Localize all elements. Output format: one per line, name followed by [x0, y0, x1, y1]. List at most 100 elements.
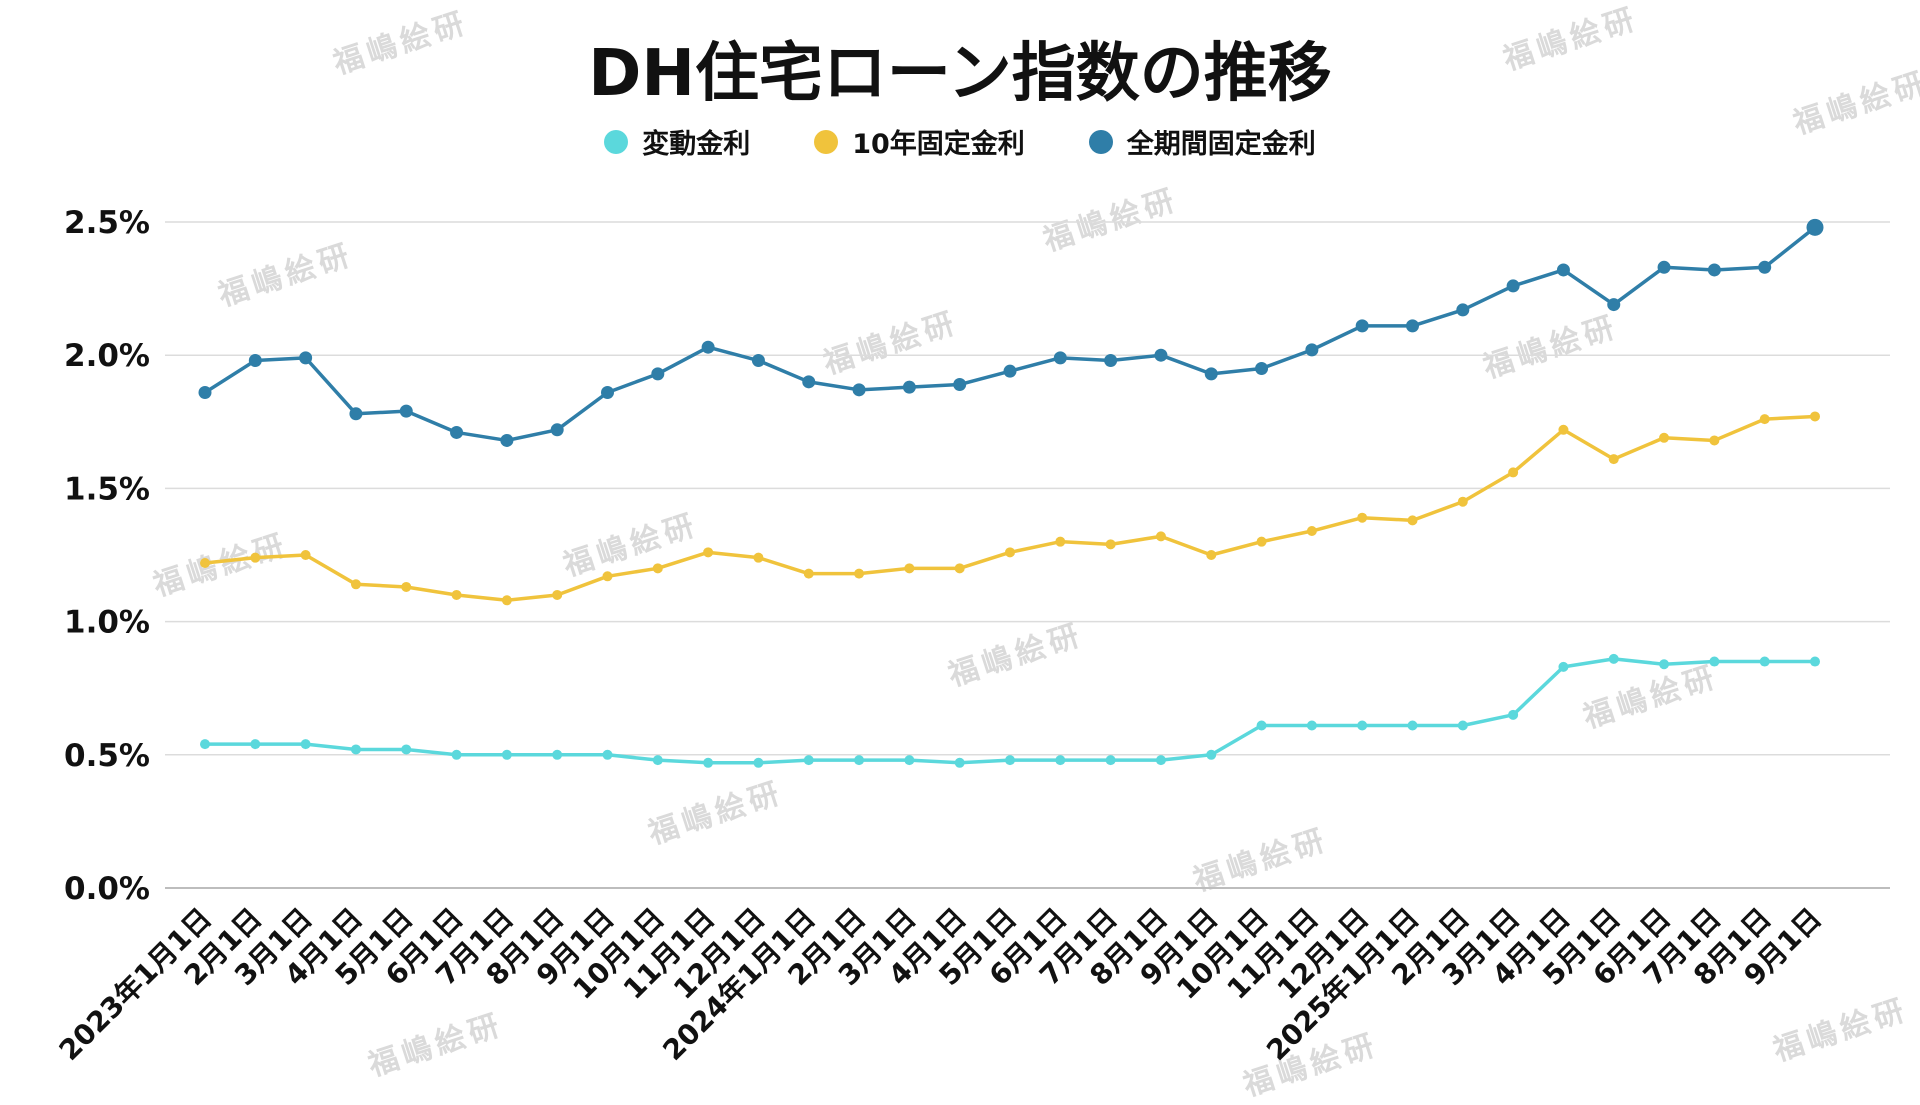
data-point	[198, 385, 212, 399]
data-point	[1758, 260, 1772, 274]
data-point	[753, 757, 764, 768]
data-point	[1659, 432, 1670, 443]
legend-label-full-term-fixed-rate: 全期間固定金利	[1126, 129, 1316, 160]
data-point	[652, 755, 663, 766]
legend-label-variable-rate: 変動金利	[642, 129, 751, 160]
data-point	[1506, 279, 1520, 293]
data-point	[854, 755, 865, 766]
data-point	[401, 581, 412, 592]
data-point	[250, 739, 261, 750]
data-point	[350, 744, 361, 755]
data-point	[1306, 526, 1317, 537]
data-point	[1407, 720, 1418, 731]
data-point	[1556, 263, 1570, 277]
data-point	[1005, 547, 1015, 558]
data-point	[954, 757, 965, 768]
data-point	[751, 354, 765, 368]
data-point	[350, 579, 361, 590]
data-point	[753, 552, 764, 563]
data-point	[1155, 755, 1166, 766]
data-point	[1055, 536, 1066, 547]
data-point	[1810, 411, 1820, 422]
series-line-1	[203, 414, 1817, 603]
data-point	[1608, 454, 1619, 465]
data-point	[802, 375, 816, 389]
data-point	[1003, 364, 1017, 378]
y-axis-tick-label: 1.5%	[64, 471, 150, 507]
data-point	[803, 568, 814, 579]
data-point	[1407, 515, 1418, 526]
data-point	[1256, 720, 1267, 731]
data-point	[401, 744, 412, 755]
y-axis-tick-label: 0.0%	[64, 871, 150, 907]
chart-title: DH住宅ローン指数の推移	[588, 37, 1332, 111]
data-point	[1306, 720, 1317, 731]
data-point	[1508, 467, 1519, 478]
data-point	[1806, 218, 1824, 236]
data-point	[451, 589, 462, 600]
data-point	[1457, 720, 1468, 731]
data-point	[1357, 512, 1368, 523]
data-point	[1709, 435, 1720, 446]
data-point	[399, 404, 413, 418]
data-point	[1154, 348, 1168, 362]
data-point	[552, 749, 563, 760]
data-point	[1558, 661, 1569, 672]
data-point	[550, 423, 564, 437]
data-point	[552, 589, 563, 600]
data-point	[953, 378, 967, 392]
data-point	[1355, 319, 1369, 333]
legend-dot-full-term-fixed-rate-icon	[1088, 129, 1113, 154]
data-point	[954, 563, 965, 574]
data-point	[300, 739, 311, 750]
data-point	[1810, 656, 1820, 667]
data-point	[1406, 319, 1419, 333]
data-point	[854, 568, 865, 579]
data-point	[1657, 260, 1671, 274]
data-point	[803, 755, 814, 766]
data-point	[1105, 755, 1116, 766]
data-point	[1305, 343, 1319, 357]
data-point	[904, 755, 915, 766]
data-point	[904, 563, 915, 574]
data-point	[902, 380, 916, 394]
legend-dot-10y-fixed-rate-icon	[814, 129, 839, 154]
data-point	[1759, 414, 1770, 425]
y-axis-tick-label: 0.5%	[64, 738, 150, 774]
data-point	[451, 749, 462, 760]
data-point	[703, 547, 714, 558]
line-chart: 0.0%0.5%1.0%1.5%2.0%2.5%2023年1月1日2月1日3月1…	[53, 205, 1890, 1067]
data-point	[250, 552, 261, 563]
y-axis-tick-label: 2.0%	[64, 338, 150, 374]
data-point	[701, 340, 715, 354]
y-axis-tick-label: 1.0%	[64, 605, 150, 641]
data-point	[1005, 755, 1015, 766]
data-point	[1206, 749, 1217, 760]
data-point	[1053, 351, 1067, 365]
data-point	[852, 383, 866, 397]
data-point	[501, 595, 512, 606]
data-point	[1709, 656, 1720, 667]
data-point	[248, 354, 262, 368]
data-point	[652, 563, 663, 574]
legend-label-10y-fixed-rate: 10年固定金利	[852, 129, 1025, 160]
data-point	[1759, 656, 1770, 667]
series-line-0	[203, 657, 1817, 765]
data-point	[1255, 362, 1269, 376]
data-point	[500, 433, 514, 447]
data-point	[200, 557, 210, 568]
data-point	[601, 385, 614, 399]
data-point	[300, 550, 311, 560]
data-point	[200, 739, 210, 750]
data-point	[450, 425, 464, 439]
legend-item-variable-rate: 変動金利	[604, 122, 750, 161]
data-point	[1206, 550, 1217, 560]
data-point	[1055, 755, 1066, 766]
data-point	[1256, 536, 1267, 547]
data-point	[1508, 709, 1519, 720]
legend-item-10y-fixed-rate: 10年固定金利	[814, 122, 1025, 161]
series-line-2	[203, 225, 1817, 443]
y-axis-tick-label: 2.5%	[64, 205, 150, 241]
legend: 変動金利 10年固定金利 全期間固定金利	[0, 122, 1920, 161]
